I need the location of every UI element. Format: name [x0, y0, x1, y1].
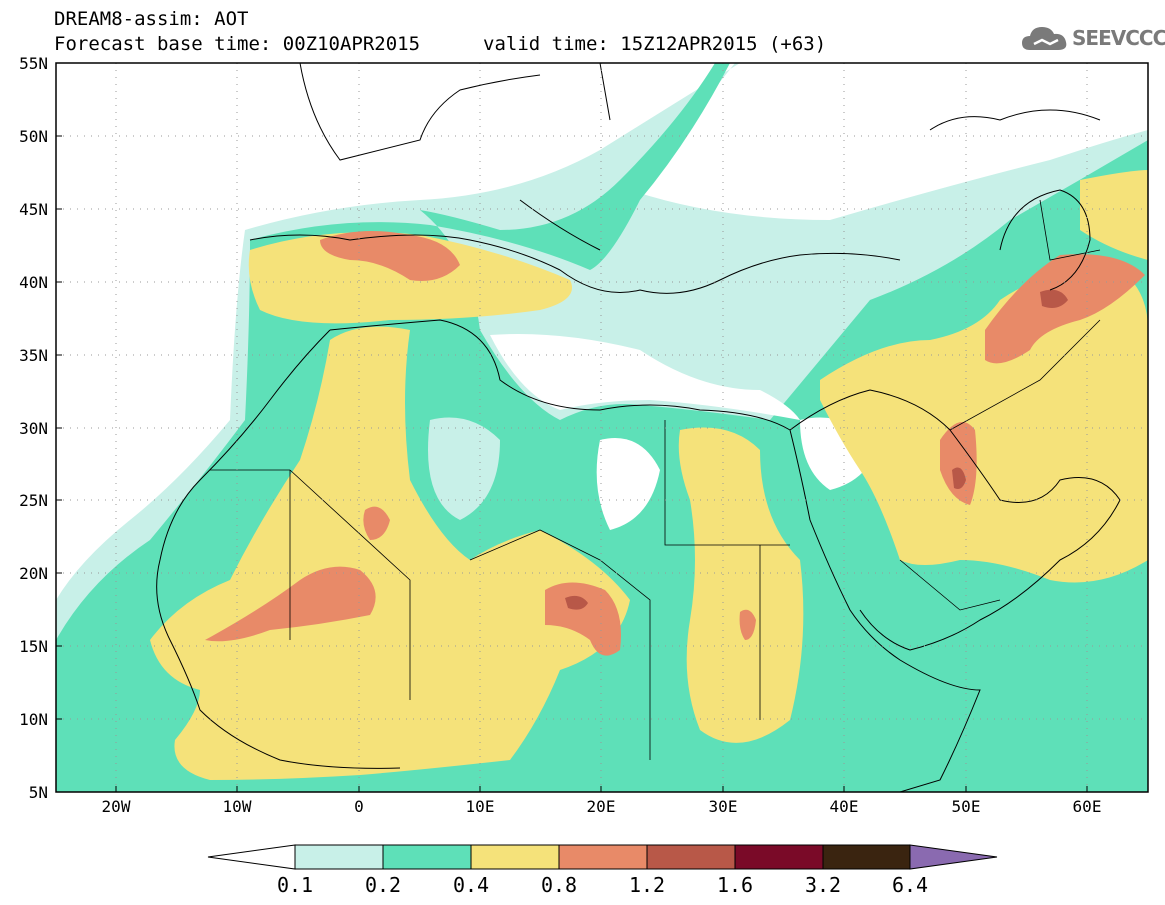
- aot-field-clear-egypt: [596, 438, 660, 530]
- colorbar-arrow-left: [207, 844, 296, 870]
- colorbar-segment: [822, 844, 911, 870]
- tick-marks: [56, 62, 1088, 793]
- aot-field-high-sudan: [678, 427, 804, 743]
- colorbar-segment: [294, 844, 384, 870]
- coastline-europe: [249, 234, 901, 294]
- coastline-africa: [156, 319, 981, 792]
- colorbar-label: 0.2: [365, 873, 401, 897]
- colorbar-segment: [558, 844, 648, 870]
- lat-tick-label: 30N: [19, 419, 48, 438]
- colorbar-label: 0.1: [277, 873, 313, 897]
- border-lines: [210, 199, 1101, 760]
- lon-tick-label: 20E: [587, 797, 616, 816]
- colorbar-label: 3.2: [805, 873, 841, 897]
- lon-tick-label: 50E: [952, 797, 981, 816]
- lon-tick-label: 10E: [466, 797, 495, 816]
- lat-labels: 55N 50N 45N 40N 35N 30N 25N 20N 15N 10N …: [19, 54, 48, 802]
- aot-field-very-high-gulf: [940, 422, 977, 505]
- aot-field-extreme-chad: [565, 595, 588, 610]
- colorbar-label: 0.4: [453, 873, 489, 897]
- colorbar-segment: [470, 844, 560, 870]
- colorbar-label: 0.8: [541, 873, 577, 897]
- lon-labels: 20W 10W 0 10E 20E 30E 40E 50E 60E: [102, 797, 1102, 816]
- lon-tick-label: 60E: [1073, 797, 1102, 816]
- lon-tick-label: 10W: [223, 797, 252, 816]
- colorbar-segment: [734, 844, 824, 870]
- lat-tick-label: 20N: [19, 564, 48, 583]
- lat-tick-label: 55N: [19, 54, 48, 73]
- lon-tick-label: 40E: [830, 797, 859, 816]
- title-product: DREAM8-assim: AOT: [54, 8, 249, 30]
- coastline-caspian: [999, 189, 1091, 291]
- aot-field-very-high-sudan: [739, 609, 756, 640]
- colorbar-arrow-right: [909, 844, 998, 870]
- coastlines: [156, 63, 1121, 792]
- lat-tick-label: 25N: [19, 491, 48, 510]
- lon-tick-label: 20W: [102, 797, 131, 816]
- aot-field-very-high-iran: [985, 254, 1145, 364]
- gridlines: [56, 63, 1148, 792]
- logo-text: SEEVCCC: [1072, 26, 1165, 50]
- lat-tick-label: 10N: [19, 710, 48, 729]
- colorbar-segment: [382, 844, 472, 870]
- aot-field-very-high-iberia: [320, 231, 460, 281]
- colorbar: 0.1 0.2 0.4 0.8 1.2 1.6 3.2 6.4: [207, 844, 998, 897]
- title-base-time: Forecast base time: 00Z10APR2015: [54, 33, 421, 55]
- coastline-north-europe: [299, 63, 1101, 251]
- aot-field-high-west: [150, 326, 630, 780]
- colorbar-label: 1.6: [717, 873, 753, 897]
- cloud-logo-icon: [1022, 27, 1067, 50]
- coastline-arabia: [789, 389, 1121, 651]
- lat-tick-label: 50N: [19, 127, 48, 146]
- lon-tick-label: 30E: [709, 797, 738, 816]
- title-valid-time: valid time: 15Z12APR2015 (+63): [483, 33, 827, 55]
- colorbar-label: 1.2: [629, 873, 665, 897]
- aot-field-clear-sahara: [428, 417, 500, 520]
- lat-tick-label: 15N: [19, 637, 48, 656]
- logo: SEEVCCC: [1020, 22, 1165, 56]
- lat-tick-label: 35N: [19, 346, 48, 365]
- colorbar-label: 6.4: [892, 873, 928, 897]
- aot-field-high-east: [1080, 170, 1148, 260]
- lat-tick-label: 40N: [19, 273, 48, 292]
- aot-field-extreme-iran: [1040, 289, 1068, 308]
- lat-tick-label: 45N: [19, 200, 48, 219]
- lat-tick-label: 5N: [29, 783, 48, 802]
- aot-field-high-arabia: [820, 268, 1148, 583]
- colorbar-segment: [646, 844, 736, 870]
- aot-field-very-high-sahara: [363, 506, 390, 540]
- lon-tick-label: 0: [354, 797, 364, 816]
- aot-field-extreme-gulf: [952, 467, 966, 489]
- aot-field-very-high-chad: [545, 582, 621, 656]
